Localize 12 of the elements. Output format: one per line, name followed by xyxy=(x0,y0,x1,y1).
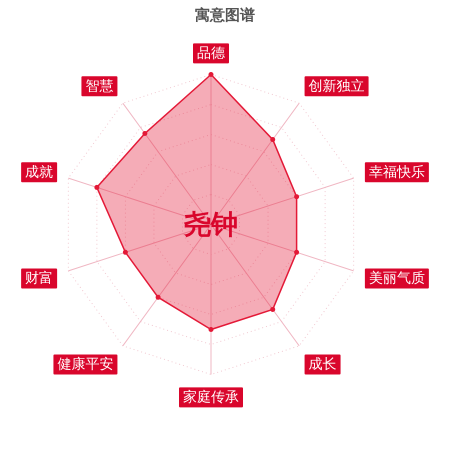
spoke-label: 创新独立 xyxy=(308,78,365,94)
spoke-label: 幸福快乐 xyxy=(368,164,425,180)
spoke-label: 成长 xyxy=(308,356,337,373)
spoke-label: 健康平安 xyxy=(57,356,114,373)
spoke-label: 美丽气质 xyxy=(368,270,425,287)
spoke-label: 财富 xyxy=(25,270,54,287)
spoke-label: 品德 xyxy=(197,45,225,62)
spoke-label: 智慧 xyxy=(85,78,114,94)
spoke-label: 家庭传承 xyxy=(183,389,239,406)
spoke-label: 成就 xyxy=(25,164,54,180)
annotation: 尧钟 xyxy=(184,210,238,240)
title: 寓意图谱 xyxy=(195,6,255,24)
